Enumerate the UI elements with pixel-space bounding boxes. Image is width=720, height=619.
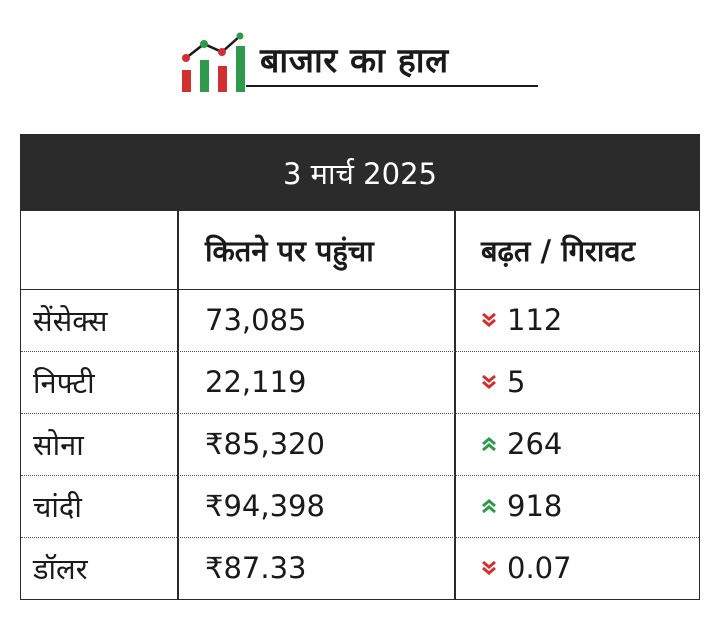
down-arrow-icon	[481, 560, 497, 576]
change-value: 918	[507, 489, 563, 523]
table-row-change: 264	[481, 413, 562, 475]
column-divider	[454, 211, 456, 599]
table-row-change: 0.07	[481, 537, 572, 599]
change-value: 264	[507, 427, 563, 461]
table-row-name: सोना	[33, 427, 84, 462]
date-label: 3 मार्च 2025	[283, 156, 437, 191]
header-separator	[21, 289, 699, 290]
table-row-name: सेंसेक्स	[33, 303, 108, 338]
date-banner: 3 मार्च 2025	[21, 135, 699, 211]
table-row-value: ₹85,320	[205, 427, 325, 461]
table-row-name: डॉलर	[33, 551, 88, 586]
table-row-value: 22,119	[205, 365, 307, 399]
row-separator	[21, 351, 699, 352]
up-arrow-icon	[481, 436, 497, 452]
rising-bar-chart-icon	[182, 32, 245, 92]
column-header-change: बढ़त / गिरावट	[481, 233, 636, 268]
table-row-value: ₹87.33	[205, 551, 307, 585]
row-separator	[21, 475, 699, 476]
market-table: 3 मार्च 2025 कितने पर पहुंचा बढ़त / गिरा…	[20, 134, 700, 600]
down-arrow-icon	[481, 312, 497, 328]
table-row-change: 5	[481, 351, 525, 413]
row-separator	[21, 537, 699, 538]
table-row-name: निफ्टी	[33, 365, 95, 400]
row-separator	[21, 413, 699, 414]
table-row-change: 112	[481, 289, 562, 351]
column-divider	[177, 211, 179, 599]
change-value: 112	[507, 303, 563, 337]
column-header-value: कितने पर पहुंचा	[205, 233, 374, 268]
change-value: 5	[507, 365, 526, 399]
table-row-value: 73,085	[205, 303, 307, 337]
page-title: बाजार का हाल	[260, 41, 449, 81]
down-arrow-icon	[481, 374, 497, 390]
change-value: 0.07	[507, 551, 572, 585]
page-header: बाजार का हाल	[180, 30, 540, 92]
up-arrow-icon	[481, 498, 497, 514]
title-underline	[246, 85, 538, 87]
table-row-value: ₹94,398	[205, 489, 325, 523]
table-row-change: 918	[481, 475, 562, 537]
table-row-name: चांदी	[33, 489, 82, 524]
